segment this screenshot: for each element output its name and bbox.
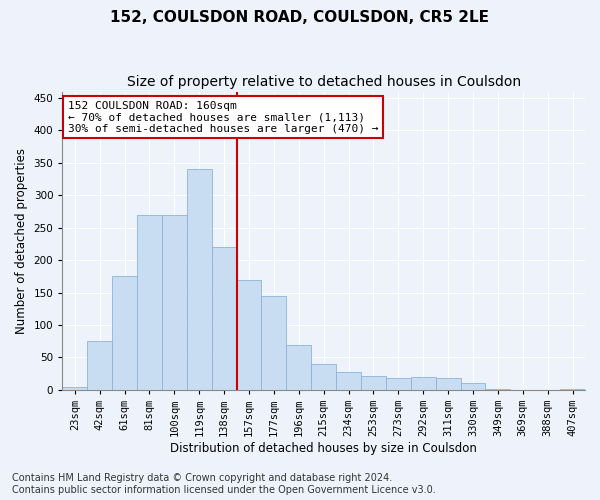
Bar xyxy=(461,384,485,390)
Y-axis label: Number of detached properties: Number of detached properties xyxy=(15,148,28,334)
Bar xyxy=(411,377,436,390)
Text: 152, COULSDON ROAD, COULSDON, CR5 2LE: 152, COULSDON ROAD, COULSDON, CR5 2LE xyxy=(110,10,490,25)
Bar xyxy=(162,215,187,390)
Bar xyxy=(560,388,585,390)
Bar xyxy=(286,344,311,390)
Bar xyxy=(262,296,286,390)
Bar xyxy=(62,386,87,390)
Text: 152 COULSDON ROAD: 160sqm
← 70% of detached houses are smaller (1,113)
30% of se: 152 COULSDON ROAD: 160sqm ← 70% of detac… xyxy=(68,100,378,134)
Bar xyxy=(236,280,262,390)
Bar xyxy=(336,372,361,390)
Bar xyxy=(112,276,137,390)
Bar xyxy=(137,215,162,390)
Bar xyxy=(212,247,236,390)
Bar xyxy=(187,170,212,390)
Bar xyxy=(87,342,112,390)
Bar xyxy=(361,376,386,390)
Bar xyxy=(386,378,411,390)
Bar xyxy=(311,364,336,390)
Bar xyxy=(436,378,461,390)
X-axis label: Distribution of detached houses by size in Coulsdon: Distribution of detached houses by size … xyxy=(170,442,477,455)
Bar xyxy=(485,388,511,390)
Title: Size of property relative to detached houses in Coulsdon: Size of property relative to detached ho… xyxy=(127,75,521,89)
Text: Contains HM Land Registry data © Crown copyright and database right 2024.
Contai: Contains HM Land Registry data © Crown c… xyxy=(12,474,436,495)
